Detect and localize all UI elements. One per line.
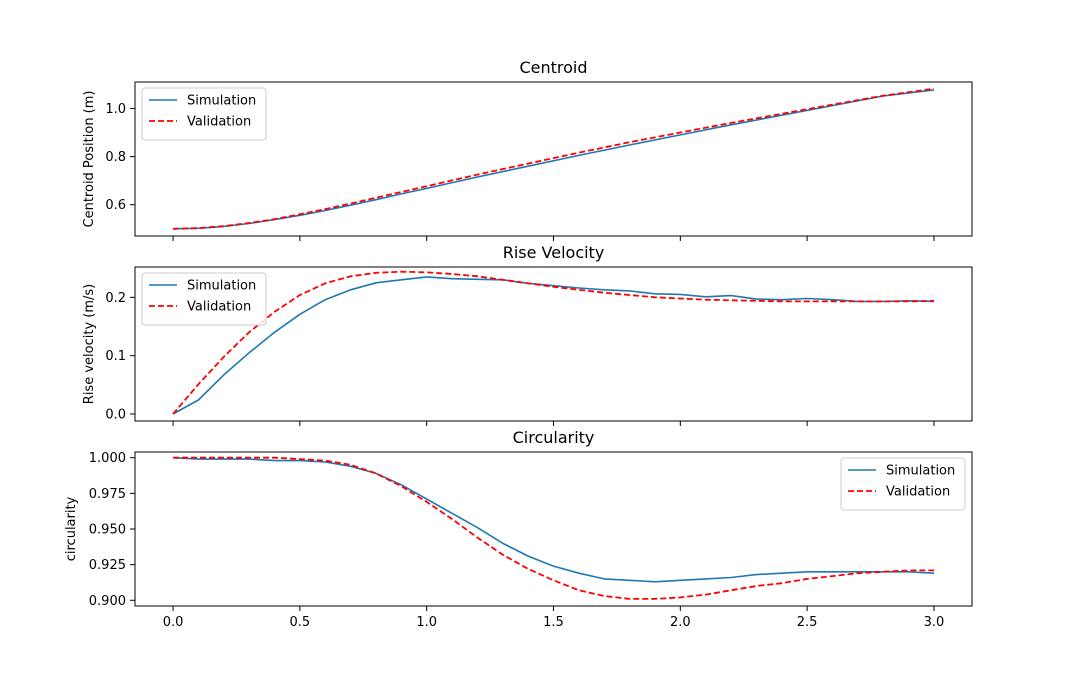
chart-title: Circularity	[513, 428, 595, 447]
series-line-simulation	[172, 89, 935, 230]
y-axis-label: Rise velocity (m/s)	[82, 284, 97, 404]
y-axis-label: Centroid Position (m)	[82, 91, 97, 228]
chart-title: Rise Velocity	[503, 243, 605, 262]
legend-label: Validation	[187, 300, 251, 315]
y-tick-label: 0.925	[89, 558, 126, 573]
legend-label: Simulation	[187, 279, 256, 294]
legend-label: Validation	[187, 115, 251, 130]
series-line-validation	[172, 270, 935, 415]
y-tick-label: 0.1	[105, 349, 126, 364]
y-tick-label: 1.000	[89, 451, 126, 466]
y-tick-label: 1.0	[105, 102, 126, 117]
legend: Simulation Validation	[840, 457, 966, 511]
y-tick-label: 0.950	[89, 523, 126, 538]
y-tick-label: 0.975	[89, 487, 126, 502]
legend-label: Simulation	[187, 94, 256, 109]
chart-title: Centroid	[519, 58, 587, 77]
axes-frame	[134, 81, 973, 237]
y-tick-label: 0.900	[89, 594, 126, 609]
y-tick-label: 0.8	[105, 150, 126, 165]
series-line-validation	[172, 87, 935, 230]
chart-panel-2: Circularity circularity 0.0 0.5 1.0 1.5 2.0 2.5…	[64, 428, 973, 630]
x-tick-label: 0.5	[290, 615, 311, 630]
y-axis-label: circularity	[64, 496, 79, 561]
x-tick-label: 3.0	[924, 615, 945, 630]
x-tick-label: 0.0	[163, 615, 184, 630]
y-tick-label: 0.0	[105, 408, 126, 423]
axes-frame	[134, 266, 973, 422]
y-tick-label: 0.2	[105, 291, 126, 306]
legend-label: Simulation	[886, 464, 955, 479]
legend-box	[141, 87, 267, 141]
legend: Simulation Validation	[141, 87, 267, 141]
chart-panel-0: Centroid Centroid Position (m) 0.6 0.8 1.0 Si…	[82, 58, 973, 241]
x-tick-label: 2.5	[797, 615, 818, 630]
series-line-validation	[173, 456, 934, 600]
legend-box	[840, 457, 966, 511]
legend-box	[141, 272, 267, 326]
series-line-simulation	[172, 456, 935, 583]
legend: Simulation Validation	[141, 272, 267, 326]
legend-label: Validation	[886, 485, 950, 500]
x-tick-label: 1.0	[416, 615, 437, 630]
x-tick-label: 1.5	[543, 615, 564, 630]
chart-panel-1: Rise Velocity Rise velocity (m/s) 0.0 0.1 0.…	[82, 243, 973, 426]
x-tick-label: 2.0	[670, 615, 691, 630]
y-tick-label: 0.6	[105, 198, 126, 213]
axes-frame	[134, 451, 973, 607]
series-line-simulation	[172, 276, 935, 415]
